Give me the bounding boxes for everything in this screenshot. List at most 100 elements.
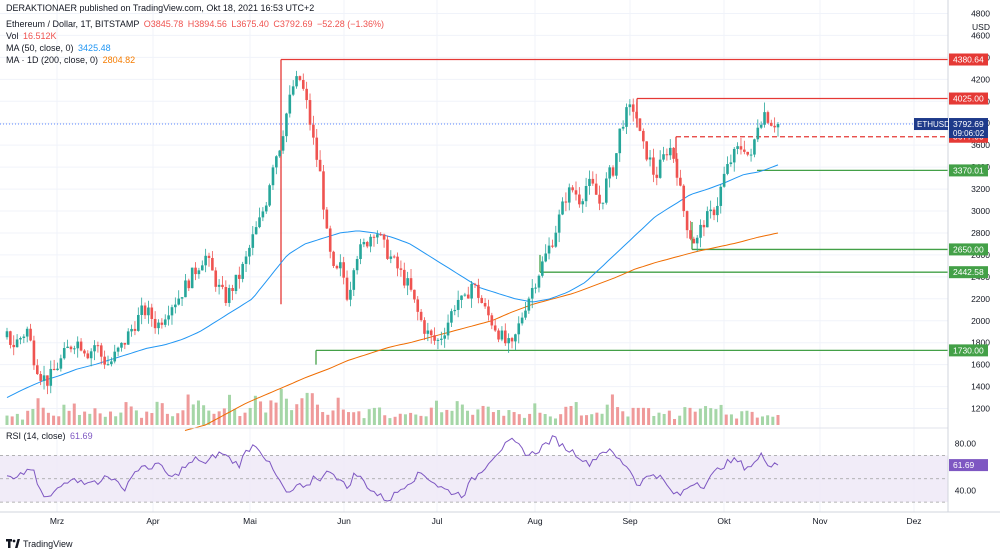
volume-bar — [274, 402, 278, 425]
volume-bar — [471, 414, 475, 425]
candle-body — [406, 278, 409, 286]
volume-bar — [191, 404, 195, 425]
volume-bar — [279, 388, 283, 425]
candle-body — [254, 227, 258, 235]
volume-bar — [383, 415, 387, 425]
volume-bar — [491, 412, 495, 425]
volume-bar — [481, 405, 485, 425]
volume-bar — [341, 409, 345, 425]
horizontal-levels[interactable] — [280, 58, 948, 365]
volume-bar — [108, 411, 112, 425]
candle-body — [76, 341, 80, 349]
volume-bar — [284, 398, 288, 425]
volume-bar — [124, 402, 128, 425]
candle-body — [473, 283, 477, 285]
volume-bar — [631, 407, 635, 425]
candle-body — [66, 346, 69, 348]
volume-bar — [5, 415, 9, 425]
rsi-legend: RSI (14, close) 61.69 — [6, 431, 93, 442]
candle-body — [211, 257, 214, 271]
rsi-label: RSI (14, close) — [6, 431, 66, 441]
volume-bar — [574, 402, 578, 425]
candle-body — [645, 141, 648, 160]
volume-bar — [704, 406, 708, 425]
volume-bar — [621, 411, 625, 425]
candle-body — [503, 330, 507, 344]
volume-bar — [502, 415, 506, 425]
volume-bar — [771, 416, 775, 425]
candle-body — [298, 76, 302, 80]
candle-body — [339, 262, 342, 269]
candle-body — [648, 157, 652, 160]
candle-body — [557, 214, 561, 233]
candle-body — [120, 342, 123, 348]
volume-bar — [662, 413, 666, 425]
volume-bar — [77, 414, 81, 425]
volume-bar — [331, 410, 335, 425]
time-axis[interactable]: Mrz Apr Mai Jun Jul Aug Sep Okt Nov Dez — [0, 511, 1000, 526]
volume-bar — [26, 410, 30, 425]
volume-bar — [755, 417, 759, 425]
candle-body — [379, 234, 383, 236]
candle-body — [746, 151, 749, 155]
candle-body — [167, 315, 170, 320]
candle-body — [493, 325, 497, 331]
candle-body — [541, 261, 544, 276]
volume-bar — [155, 401, 159, 425]
volume-bar — [57, 416, 61, 425]
volume-bar — [31, 408, 35, 425]
candle-body — [153, 318, 157, 329]
candle-body — [692, 238, 696, 244]
volume-bar — [36, 398, 40, 425]
candle-body — [207, 255, 211, 258]
volume-bar — [466, 410, 470, 425]
candle-body — [753, 139, 756, 155]
volume-bar — [528, 413, 532, 425]
candle-body — [56, 368, 59, 371]
ohlc-low: L3675.40 — [231, 19, 269, 29]
candle-body — [9, 331, 12, 345]
candle-body — [19, 337, 22, 340]
volume-bar — [641, 407, 645, 425]
candle-body — [500, 330, 504, 340]
ma50-value: 3425.48 — [78, 43, 111, 53]
candle-body — [214, 270, 218, 287]
candle-body — [258, 217, 261, 228]
volume-bar — [445, 409, 449, 425]
volume-bar — [585, 415, 589, 425]
volume-bar — [636, 407, 640, 425]
candle-body — [369, 236, 372, 247]
symbol-tag-bg — [914, 118, 948, 131]
candle-body — [527, 298, 531, 311]
level-price-label-bg — [949, 243, 988, 256]
price-axis[interactable]: 1200140016001800200022002400260028003000… — [947, 0, 990, 512]
candle-body — [194, 267, 197, 275]
candle-body — [308, 100, 312, 125]
volume-bar — [647, 408, 651, 425]
grid-lines — [0, 0, 948, 512]
candle-body — [705, 211, 709, 228]
candle-body — [446, 322, 450, 336]
volume-bar — [735, 418, 739, 425]
candle-body — [46, 375, 49, 386]
volume-bar — [367, 409, 371, 425]
level-labels: 4380.644025.003677.003370.012650.002442.… — [914, 53, 988, 472]
footer-brand: TradingView — [23, 538, 73, 549]
volume-bar — [569, 406, 573, 425]
volume-bar — [698, 408, 702, 425]
volume-bar — [522, 417, 526, 425]
candle-body — [766, 112, 770, 123]
candle-body — [275, 156, 278, 168]
candle-body — [355, 258, 359, 271]
candle-body — [520, 317, 524, 324]
candle-body — [716, 205, 719, 216]
candle-body — [530, 287, 534, 299]
price-tick-label: 3600 — [971, 140, 990, 150]
candle-body — [73, 348, 76, 350]
candle-body — [190, 267, 194, 289]
volume-bar — [98, 413, 102, 425]
volume-bar — [352, 412, 356, 425]
candle-body — [456, 299, 460, 310]
volume-bar — [10, 416, 14, 425]
